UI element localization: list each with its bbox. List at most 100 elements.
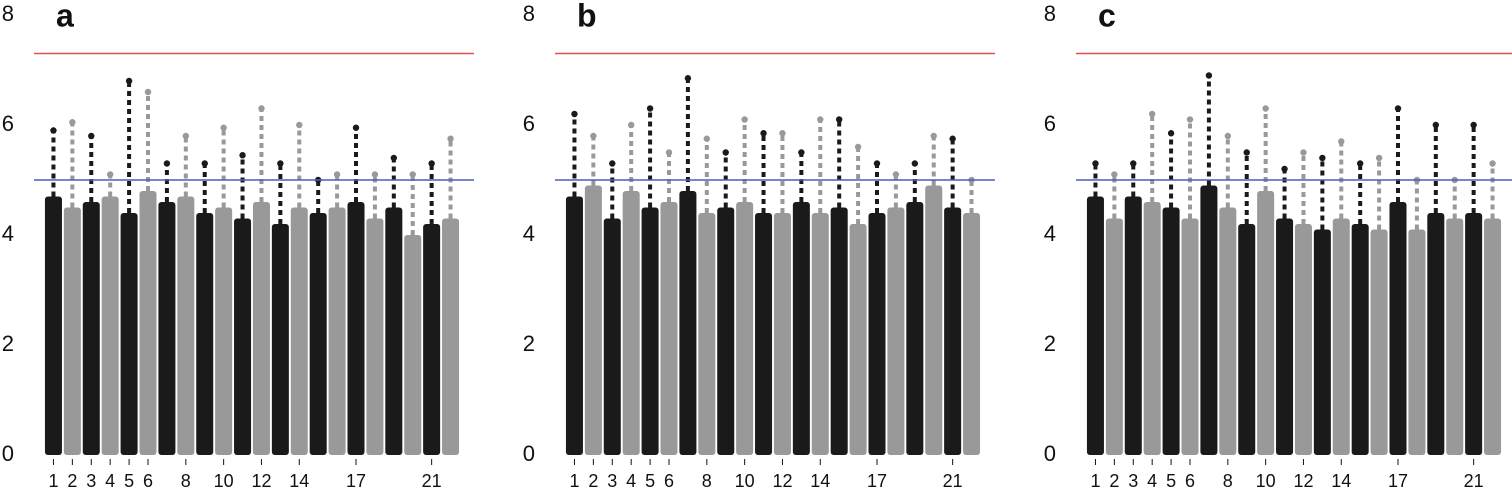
peak-point (911, 160, 919, 167)
x-tick-label: 17 (346, 471, 366, 491)
x-tick-label: 17 (867, 471, 887, 491)
peak-point (930, 132, 937, 140)
chromosome-column (1162, 207, 1180, 455)
peak-point (428, 160, 435, 167)
chromosome-column (1351, 224, 1369, 455)
peak-point (817, 116, 824, 123)
chromosome-column (584, 185, 602, 455)
x-tick-label: 3 (86, 471, 96, 491)
peak-point (220, 124, 227, 131)
peak-point (665, 149, 673, 156)
peak-point (835, 116, 843, 123)
chromosome-column (1200, 185, 1218, 455)
chromosome-column (1465, 213, 1483, 455)
y-tick-label: 0 (523, 441, 535, 466)
chromosome-column (660, 202, 678, 455)
peak-point (201, 160, 208, 167)
chromosome-column (1313, 229, 1331, 455)
chromosome-column (328, 207, 346, 455)
peak-point (1356, 160, 1364, 167)
chromosome-column (679, 191, 697, 455)
chromosome-column (830, 207, 848, 455)
chromosome-column (641, 207, 659, 455)
chromosome-column (925, 185, 943, 455)
x-tick-label: 5 (645, 471, 655, 491)
peak-point (646, 105, 654, 112)
chromosome-column (1408, 229, 1426, 455)
chromosome-column (868, 213, 886, 455)
peak-point (779, 130, 786, 137)
peak-point (296, 121, 303, 129)
x-tick-label: 21 (1464, 471, 1484, 491)
chromosome-column (1181, 218, 1199, 455)
chromosome-column (404, 235, 422, 455)
chromosome-column (1105, 218, 1123, 455)
x-tick-label: 12 (1293, 471, 1313, 491)
x-tick-label: 12 (772, 471, 792, 491)
x-tick-label: 14 (1331, 471, 1351, 491)
x-tick-label: 2 (588, 471, 598, 491)
y-tick-label: 8 (1044, 1, 1056, 26)
y-tick-label: 4 (1044, 221, 1056, 246)
x-tick-label: 6 (143, 471, 153, 491)
y-tick-label: 4 (2, 221, 14, 246)
chromosome-column (1484, 218, 1502, 455)
x-tick-label: 1 (1090, 471, 1100, 491)
x-tick-label: 21 (422, 471, 442, 491)
x-tick-label: 8 (702, 471, 712, 491)
peak-point (684, 75, 692, 82)
x-tick-label: 6 (1185, 471, 1195, 491)
peak-point (1148, 110, 1156, 118)
peak-point (798, 149, 805, 156)
chromosome-column (1276, 218, 1294, 455)
chromosome-column (717, 207, 735, 455)
peak-point (1375, 154, 1383, 162)
chromosome-column (196, 213, 214, 455)
peak-point (609, 160, 616, 167)
peak-point (144, 88, 152, 96)
peak-point (571, 110, 578, 118)
x-tick-label: 4 (1147, 471, 1157, 491)
chromosome-column (385, 207, 403, 455)
chromosome-column (792, 202, 810, 455)
chromosome-column (773, 213, 791, 455)
peak-point (182, 132, 190, 140)
x-tick-label: 1 (48, 471, 58, 491)
peak-point (390, 154, 398, 162)
peak-point (163, 160, 171, 167)
panel-label: b (577, 0, 597, 33)
y-tick-label: 0 (1044, 441, 1056, 466)
peak-point (1489, 160, 1496, 167)
x-tick-label: 10 (1256, 471, 1276, 491)
peak-point (1281, 165, 1288, 173)
chromosome-column (63, 207, 81, 455)
peak-point (590, 132, 597, 140)
x-tick-label: 8 (1223, 471, 1233, 491)
chromosome-column (603, 218, 621, 455)
chromosome-column (698, 213, 716, 455)
chromosome-column (944, 207, 962, 455)
x-tick-label: 3 (1128, 471, 1138, 491)
peak-point (1262, 105, 1269, 112)
peak-point (1167, 130, 1175, 137)
panel-label: c (1098, 0, 1116, 33)
peak-point (1338, 138, 1345, 145)
chromosome-column (1389, 202, 1407, 455)
x-tick-label: 2 (67, 471, 77, 491)
chromosome-column (290, 207, 308, 455)
peak-point (447, 135, 454, 142)
y-tick-label: 4 (523, 221, 535, 246)
x-tick-label: 10 (735, 471, 755, 491)
x-tick-label: 14 (810, 471, 830, 491)
chromosome-column (101, 196, 119, 455)
y-tick-label: 6 (2, 111, 14, 136)
peak-point (277, 160, 284, 167)
peak-point (1432, 121, 1440, 129)
chromosome-column (906, 202, 924, 455)
chromosome-column (755, 213, 773, 455)
chromosome-column (347, 202, 365, 455)
peak-point (1186, 116, 1194, 123)
x-tick-label: 6 (664, 471, 674, 491)
peak-point (1243, 149, 1250, 156)
